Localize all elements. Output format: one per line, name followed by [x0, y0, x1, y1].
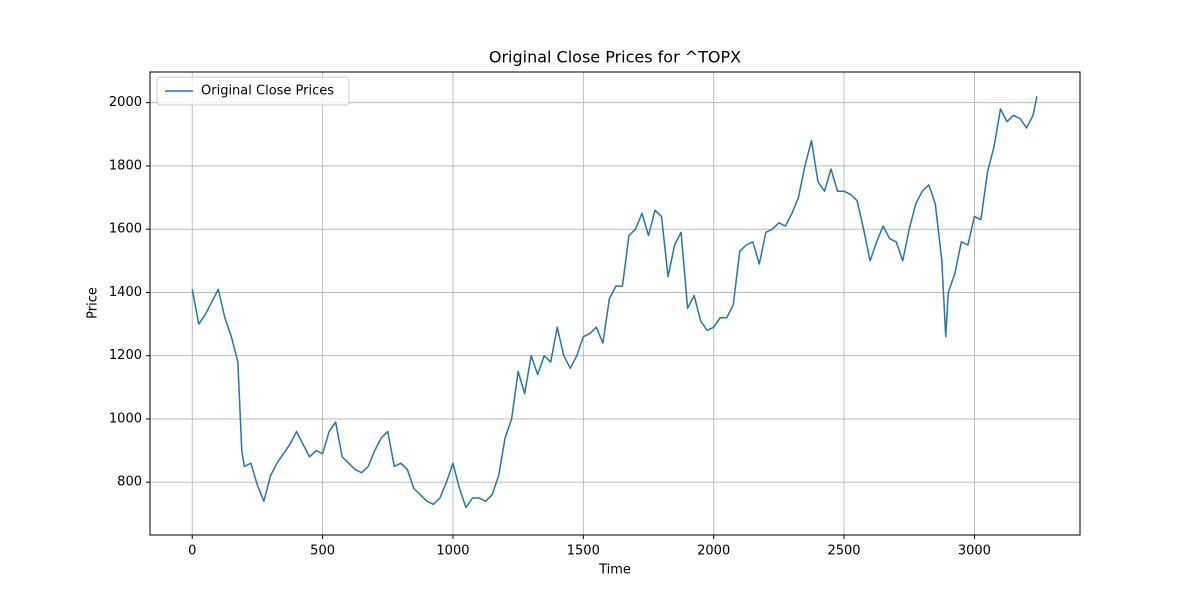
- legend-label: Original Close Prices: [201, 84, 334, 99]
- line-series: [191, 96, 1038, 509]
- legend-box: [156, 76, 350, 106]
- plot-frame: [149, 71, 1081, 536]
- x-tick-label: 1500: [567, 544, 600, 559]
- x-tick-label: 500: [310, 544, 335, 559]
- x-axis-label: Time: [598, 563, 631, 578]
- x-tick-label: 3000: [958, 544, 991, 559]
- chart-title: Original Close Prices for ^TOPX: [489, 48, 741, 67]
- x-tick-label: 2000: [697, 544, 730, 559]
- y-tick-label: 1600: [109, 222, 142, 237]
- x-tick-label: 2500: [827, 544, 860, 559]
- y-tick-label: 800: [117, 475, 142, 490]
- y-tick-label: 1200: [109, 348, 142, 363]
- y-axis-label: Price: [86, 287, 101, 319]
- y-tick-label: 1000: [109, 411, 142, 426]
- x-tick-label: 0: [188, 544, 196, 559]
- x-tick-label: 1000: [436, 544, 469, 559]
- y-tick-label: 1400: [109, 285, 142, 300]
- y-tick-label: 2000: [109, 95, 142, 110]
- y-tick-label: 1800: [109, 158, 142, 173]
